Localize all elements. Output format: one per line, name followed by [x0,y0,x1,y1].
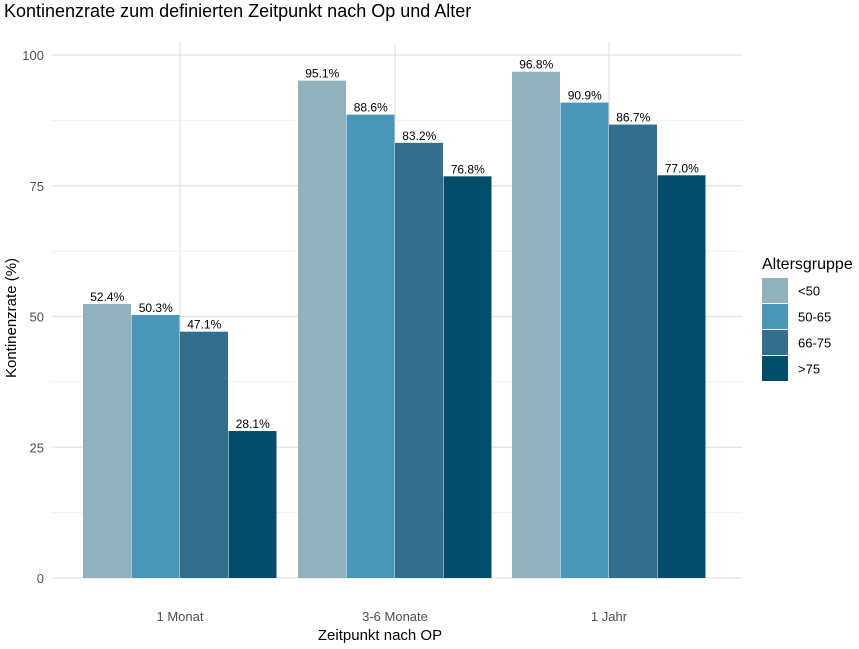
bar-value-label: 90.9% [568,89,602,103]
legend-label: <50 [798,284,820,299]
y-tick-label: 25 [30,440,44,455]
x-tick-label: 1 Jahr [591,609,628,624]
y-tick-label: 0 [37,571,44,586]
y-tick-label: 100 [22,48,44,63]
x-tick-label: 1 Monat [157,609,204,624]
y-tick-label: 50 [30,310,44,325]
bar [512,71,560,579]
bar-value-label: 88.6% [354,101,388,115]
legend-key [762,278,788,303]
bar [560,102,609,578]
bar-value-label: 47.1% [187,318,221,332]
y-axis-ticks: 0 25 50 75 100 [22,48,44,586]
bar-value-label: 28.1% [236,417,270,431]
legend-label: >75 [798,362,820,377]
bar-value-label: 76.8% [451,162,485,176]
x-tick-label: 3-6 Monate [362,609,428,624]
y-axis-label: Kontinenzrate (%) [3,258,20,378]
legend-title: Altersgruppe [762,256,853,273]
bar [346,114,395,578]
bar [131,314,180,578]
bar-value-label: 86.7% [616,111,650,125]
bar-value-label: 83.2% [402,129,436,143]
bar-value-label: 52.4% [90,290,124,304]
bar [180,331,228,578]
legend-label: 50-65 [798,310,831,325]
bar [395,142,443,578]
chart-title: Kontinenzrate zum definierten Zeitpunkt … [4,1,471,21]
bar [657,175,706,579]
x-axis-label: Zeitpunkt nach OP [318,627,442,644]
bar [609,124,657,579]
bar [83,303,131,578]
bar-value-label: 95.1% [305,67,339,81]
legend-key [762,304,788,329]
legend: Altersgruppe <50 50-65 66-75 >75 [762,256,853,381]
bar-value-label: 50.3% [139,301,173,315]
bars [83,71,706,579]
legend-label: 66-75 [798,336,831,351]
bar-value-label: 77.0% [665,161,699,175]
legend-key [762,356,788,381]
legend-key [762,330,788,355]
bar [298,80,346,578]
bar-value-label: 96.8% [519,58,553,72]
bar [443,176,492,578]
bar-labels: 52.4% 50.3% 47.1% 28.1% 95.1% 88.6% 83.2% 76.8%… [90,58,699,431]
y-tick-label: 75 [30,179,44,194]
bar [228,431,277,578]
x-axis-ticks: 1 Monat 3-6 Monate 1 Jahr [157,609,628,624]
